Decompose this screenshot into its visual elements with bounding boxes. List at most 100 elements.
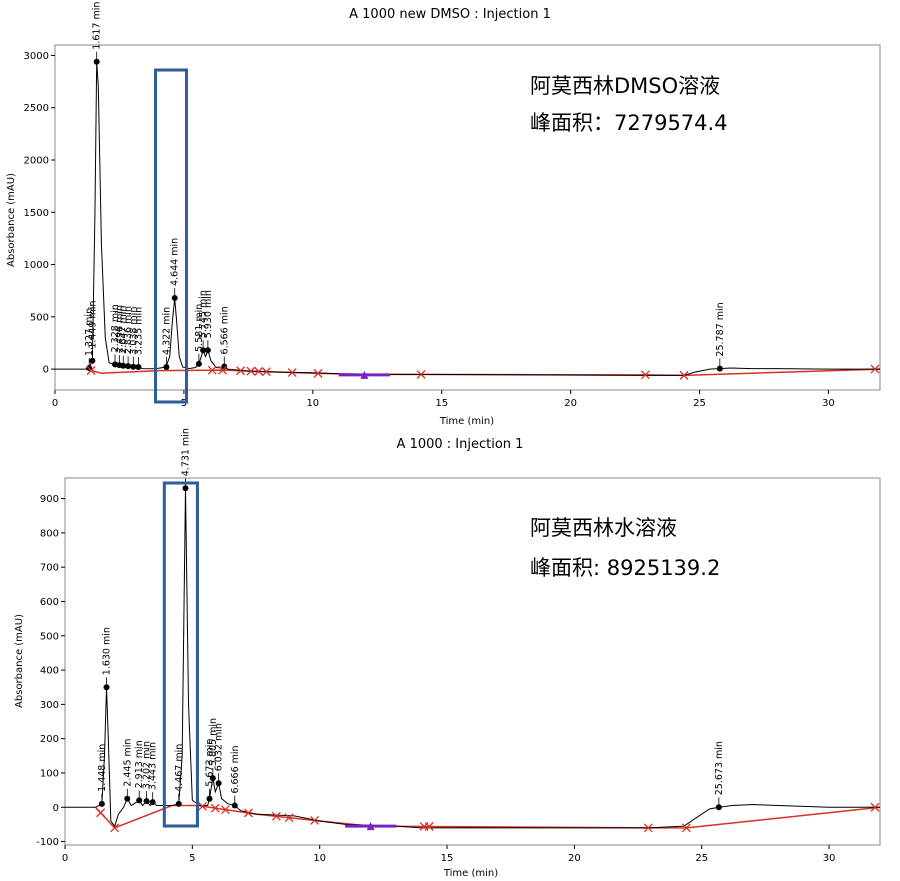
integration-x-marker <box>643 823 653 833</box>
peak-label: 4.644 min <box>170 238 181 286</box>
chart-title: A 1000 new DMSO : Injection 1 <box>349 7 551 22</box>
x-marker-stroke <box>261 367 271 377</box>
integration-x-marker <box>261 367 271 377</box>
peak-label: 2.913 min <box>134 740 145 788</box>
y-tick-label: 100 <box>40 768 59 779</box>
peak-label: 1.630 min <box>102 627 113 675</box>
integration-x-marker <box>198 801 207 811</box>
y-tick-label: 300 <box>40 700 59 711</box>
chromatogram-trace <box>65 488 880 829</box>
trace-layer <box>55 61 880 379</box>
chart-water: A 1000 : Injection 1 Time (min) Absorban… <box>14 428 881 879</box>
peak-label: 2.647 min <box>118 306 129 354</box>
x-tick-label: 20 <box>564 398 577 409</box>
chart-title: A 1000 : Injection 1 <box>397 437 524 452</box>
y-tick-label: 500 <box>30 312 49 323</box>
peak-label: 5.745 min <box>198 290 209 338</box>
annotation-sample-name: 阿莫西林水溶液 <box>530 516 677 540</box>
y-tick-label: 1000 <box>24 260 49 271</box>
x-marker-stroke <box>271 811 281 821</box>
peak-label: 2.836 min <box>123 306 134 354</box>
x-marker-stroke <box>870 802 880 812</box>
chart-dmso: A 1000 new DMSO : Injection 1 Time (min)… <box>6 2 881 427</box>
integration-x-marker <box>271 811 281 821</box>
x-marker-stroke <box>207 365 217 375</box>
peak-label: 6.032 min <box>214 723 225 771</box>
integration-marker-layer <box>86 364 880 380</box>
peak-label: 5.930 min <box>203 290 214 338</box>
annotation-peak-area: 峰面积: 8925139.2 <box>530 556 720 580</box>
peak-label: 5.805 min <box>208 718 219 766</box>
peak-label: 1.448 min <box>97 744 108 792</box>
x-marker-stroke <box>198 801 207 811</box>
x-tick-label: 0 <box>52 398 58 409</box>
y-tick-label: 3000 <box>24 51 49 62</box>
highlight-box <box>154 68 188 404</box>
integration-x-marker <box>284 813 294 823</box>
y-tick-label: 1500 <box>24 208 49 219</box>
y-axis-label: Absorbance (mAU) <box>14 614 25 708</box>
trace-layer <box>65 488 880 831</box>
peak-label: 4.322 min <box>161 307 172 355</box>
peak-label: 2.328 min <box>110 304 121 352</box>
purple-marker <box>366 822 375 831</box>
x-tick-label: 10 <box>306 398 319 409</box>
y-tick-label: 0 <box>53 803 59 814</box>
integration-x-marker <box>243 808 253 818</box>
x-marker-stroke <box>254 366 264 376</box>
x-tick-label: 20 <box>568 853 581 864</box>
peak-label: 25.673 min <box>714 741 725 795</box>
x-tick-label: 10 <box>313 853 326 864</box>
plot-area <box>54 44 881 391</box>
x-marker-stroke <box>236 366 246 376</box>
x-marker-stroke <box>681 823 691 833</box>
peak-label: 3.038 min <box>128 307 139 355</box>
peak-label: 6.666 min <box>230 745 241 793</box>
x-marker-stroke <box>643 823 653 833</box>
integration-x-marker <box>210 803 220 813</box>
peak-label: 4.731 min <box>180 428 191 476</box>
integration-baseline <box>95 804 881 829</box>
y-tick-label: 0 <box>43 365 49 376</box>
integration-x-marker <box>246 366 256 376</box>
chromatogram-trace <box>55 61 880 376</box>
integration-x-marker <box>416 369 426 379</box>
x-marker-stroke <box>870 364 880 374</box>
highlight-box <box>162 481 199 828</box>
x-marker-stroke <box>424 822 434 831</box>
annotation-sample-name: 阿莫西林DMSO溶液 <box>530 74 720 98</box>
peak-label: 1.449 min <box>87 301 98 349</box>
peak-label: 5.673 min <box>204 739 215 787</box>
y-tick-label: 2500 <box>24 103 49 114</box>
baseline-layer <box>95 804 881 829</box>
peak-layer: 1.448 min 1.630 min 2.445 min 2.913 min3.20… <box>97 428 725 811</box>
x-tick-label: 25 <box>693 398 706 409</box>
integration-x-marker <box>96 808 106 818</box>
x-marker-stroke <box>313 368 323 378</box>
x-marker-stroke <box>287 368 297 378</box>
y-tick-label: 200 <box>40 734 59 745</box>
x-marker-stroke <box>246 366 256 376</box>
x-marker-stroke <box>679 370 689 380</box>
integration-x-marker <box>870 802 880 812</box>
axis-ticks: 0 5 10 15 20 25 30-100010020030040050060070080… <box>36 494 835 864</box>
integration-x-marker <box>681 823 691 833</box>
x-tick-label: 0 <box>62 853 68 864</box>
x-marker-stroke <box>243 808 253 818</box>
integration-x-marker <box>207 365 217 375</box>
peak-label: 1.327 min <box>84 308 95 356</box>
peak-label: 4.467 min <box>174 744 185 792</box>
y-axis-label: Absorbance (mAU) <box>6 173 17 267</box>
x-marker-stroke <box>220 805 230 815</box>
x-tick-label: 30 <box>822 398 835 409</box>
x-marker-stroke <box>218 365 228 375</box>
peak-label: 3.202 min <box>142 741 153 789</box>
integration-x-marker <box>679 370 689 380</box>
y-tick-label: -100 <box>36 837 59 848</box>
integration-x-marker <box>236 366 246 376</box>
x-tick-label: 25 <box>695 853 708 864</box>
x-marker-stroke <box>86 366 96 375</box>
